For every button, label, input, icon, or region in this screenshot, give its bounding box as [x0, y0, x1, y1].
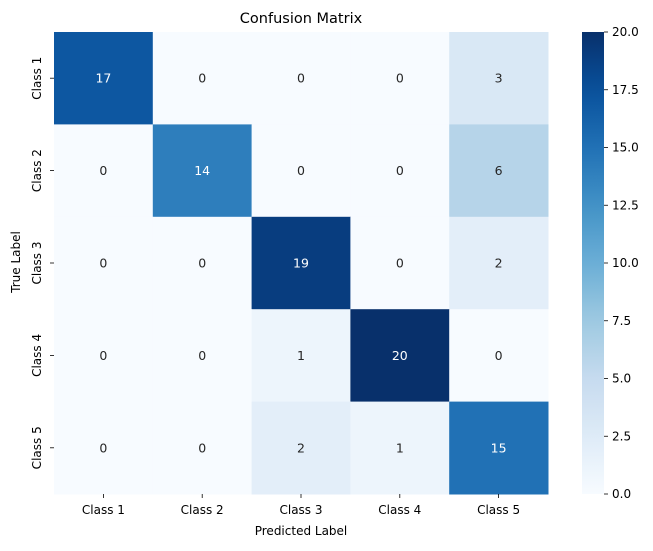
heatmap-cell [152, 401, 253, 495]
heatmap-cell [152, 32, 253, 125]
cell-value: 0 [198, 348, 206, 363]
cell-value: 6 [495, 163, 503, 178]
heatmap-cell [251, 401, 351, 495]
colorbar-tick-label: 2.5 [612, 429, 631, 443]
heatmap-cell [251, 309, 351, 403]
cell-value: 0 [396, 163, 404, 178]
y-tick-label: Class 3 [30, 241, 44, 284]
colorbar-tick-label: 7.5 [612, 314, 631, 328]
cell-value: 0 [495, 348, 503, 363]
y-tick-label: Class 2 [30, 149, 44, 192]
colorbar-tick-label: 12.5 [612, 198, 639, 212]
cell-value: 2 [495, 256, 503, 271]
x-tick-label: Class 3 [279, 503, 322, 517]
heatmap-cell [251, 32, 351, 125]
heatmap-cell [251, 216, 351, 310]
cell-value: 19 [293, 256, 309, 271]
heatmap-cell [449, 124, 549, 218]
cell-value: 1 [297, 348, 305, 363]
colorbar-tick-label: 5.0 [612, 372, 631, 386]
cell-value: 0 [297, 163, 305, 178]
x-tick-label: Class 2 [181, 503, 224, 517]
heatmap-cell [449, 216, 549, 310]
heatmap-cell [449, 32, 549, 125]
cell-value: 2 [297, 440, 305, 455]
heatmap-cell [449, 309, 549, 403]
cell-value: 1 [396, 440, 404, 455]
cell-value: 0 [198, 256, 206, 271]
heatmap-cell [350, 309, 450, 403]
x-tick-label: Class 1 [82, 503, 125, 517]
cell-value: 0 [99, 348, 107, 363]
heatmap-cells: 17 0 0 0 30 14 0 0 60 0 19 0 20 0 1 20 00 0 2 1 15 [54, 32, 549, 495]
x-axis-label: Predicted Label [255, 524, 348, 538]
cell-value: 0 [99, 256, 107, 271]
heatmap-cell [350, 401, 450, 495]
x-tick-label: Class 4 [378, 503, 421, 517]
heatmap-cell [54, 32, 154, 125]
x-axis-ticks: Class 1 Class 2 Class 3 Class 4 Class 5 [82, 494, 520, 517]
y-tick-label: Class 1 [30, 57, 44, 100]
heatmap-cell [54, 309, 154, 403]
x-tick-label: Class 5 [477, 503, 520, 517]
cell-value: 0 [396, 256, 404, 271]
cell-value: 20 [392, 348, 408, 363]
cell-value: 0 [198, 440, 206, 455]
colorbar-ticks: 0.0 2.5 5.0 7.5 10.0 12.5 15.0 17.5 20.0 [604, 25, 639, 501]
heatmap-cell [54, 401, 154, 495]
heatmap-cell [251, 124, 351, 218]
colorbar-tick-label: 20.0 [612, 25, 639, 39]
cell-value: 17 [95, 71, 111, 86]
heatmap-cell [350, 32, 450, 125]
colorbar-tick-label: 17.5 [612, 83, 639, 97]
colorbar [582, 32, 604, 494]
cell-value: 0 [198, 71, 206, 86]
chart-title: Confusion Matrix [240, 11, 363, 27]
cell-value: 0 [396, 71, 404, 86]
y-axis-ticks: Class 1 Class 2 Class 3 Class 4 Class 5 [30, 57, 54, 469]
colorbar-tick-label: 15.0 [612, 141, 639, 155]
colorbar-tick-label: 0.0 [612, 487, 631, 501]
heatmap-cell [350, 124, 450, 218]
y-axis-label: True Label [9, 231, 23, 294]
heatmap-cell [152, 124, 253, 218]
heatmap-cell [350, 216, 450, 310]
colorbar-tick-label: 10.0 [612, 256, 639, 270]
cell-value: 0 [297, 71, 305, 86]
cell-value: 0 [99, 163, 107, 178]
y-tick-label: Class 4 [30, 334, 44, 377]
cell-value: 15 [491, 440, 507, 455]
heatmap-cell [54, 216, 154, 310]
cell-value: 0 [99, 440, 107, 455]
cell-value: 14 [194, 163, 210, 178]
y-tick-label: Class 5 [30, 426, 44, 469]
heatmap-cell [152, 309, 253, 403]
cell-value: 3 [495, 71, 503, 86]
heatmap-cell [54, 124, 154, 218]
heatmap-cell [152, 216, 253, 310]
heatmap-cell [449, 401, 549, 495]
